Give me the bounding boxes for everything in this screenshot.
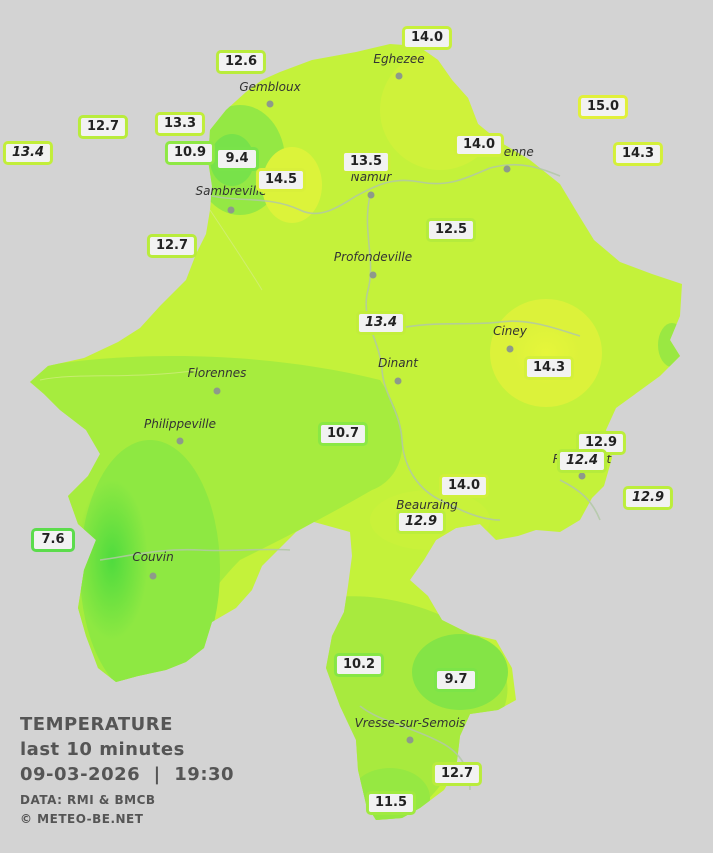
city-label: Vresse-sur-Semois xyxy=(354,716,466,730)
city-marker xyxy=(503,165,511,173)
temperature-label: 14.0 xyxy=(453,133,505,157)
city-marker xyxy=(149,572,157,580)
city-label: Ciney xyxy=(493,324,527,338)
map-legend: TEMPERATURE last 10 minutes 09-03-2026 |… xyxy=(20,712,234,829)
temperature-label: 7.6 xyxy=(31,528,75,552)
temperature-label: 13.4 xyxy=(355,311,407,335)
city-label: Couvin xyxy=(132,550,174,564)
temperature-label: 9.4 xyxy=(215,147,259,171)
city-label: Sambreville xyxy=(195,184,267,198)
temperature-label: 14.0 xyxy=(438,474,490,498)
temperature-label: 14.0 xyxy=(401,26,453,50)
temperature-label: 12.6 xyxy=(215,50,267,74)
city-label: Profondeville xyxy=(333,250,413,264)
legend-credit: © METEO-BE.NET xyxy=(20,812,144,826)
temperature-label: 12.7 xyxy=(146,234,198,258)
temperature-label: 12.9 xyxy=(622,486,674,510)
legend-subtitle: last 10 minutes xyxy=(20,739,185,760)
city-marker xyxy=(369,271,377,279)
temperature-label: 9.7 xyxy=(434,668,478,692)
temperature-label: 10.7 xyxy=(317,422,369,446)
legend-title: TEMPERATURE xyxy=(20,714,173,735)
legend-datetime: 09-03-2026 | 19:30 xyxy=(20,764,235,785)
city-label: Florennes xyxy=(187,366,247,380)
city-marker xyxy=(394,377,402,385)
legend-source: DATA: RMI & BMCB xyxy=(20,793,156,807)
temperature-label: 12.4 xyxy=(556,449,608,473)
temperature-label: 12.9 xyxy=(395,510,447,534)
region-borders xyxy=(39,209,263,381)
city-marker xyxy=(266,100,274,108)
city-marker xyxy=(578,472,586,480)
city-label: Eghezee xyxy=(373,52,425,66)
temperature-label: 14.3 xyxy=(523,356,575,380)
city-marker xyxy=(406,736,414,744)
city-label: Philippeville xyxy=(144,417,216,431)
temperature-label: 13.5 xyxy=(340,150,392,174)
city-marker xyxy=(176,437,184,445)
city-label: Beauraing xyxy=(396,498,458,512)
temperature-label: 12.7 xyxy=(431,762,483,786)
temperature-label: 12.5 xyxy=(425,218,477,242)
city-marker xyxy=(506,345,514,353)
city-marker xyxy=(395,72,403,80)
temperature-label: 15.0 xyxy=(577,95,629,119)
temperature-label: 10.2 xyxy=(333,653,385,677)
temperature-label: 13.3 xyxy=(154,112,206,136)
temperature-label: 12.7 xyxy=(77,115,129,139)
city-marker xyxy=(213,387,221,395)
temperature-label: 14.3 xyxy=(612,142,664,166)
temperature-label: 14.5 xyxy=(255,168,307,192)
temperature-label: 10.9 xyxy=(164,141,216,165)
temperature-label: 11.5 xyxy=(365,791,417,815)
city-marker xyxy=(227,206,235,214)
temperature-label: 13.4 xyxy=(2,141,54,165)
city-marker xyxy=(367,191,375,199)
city-label: Dinant xyxy=(378,356,418,370)
city-label: Gembloux xyxy=(239,80,301,94)
